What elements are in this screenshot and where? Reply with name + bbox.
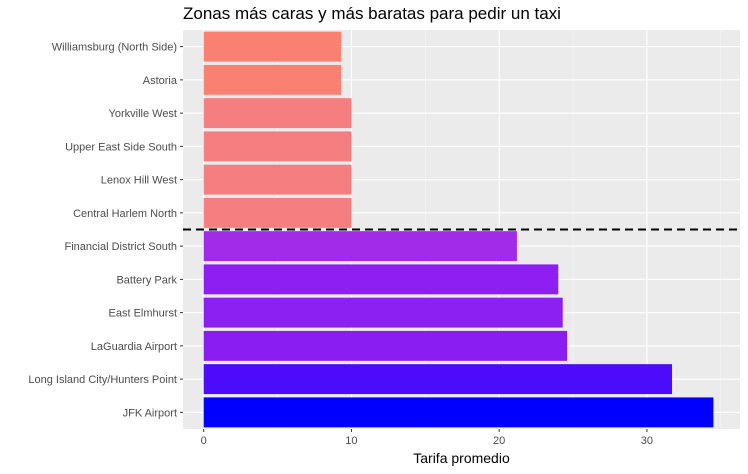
x-tick-label: 20 xyxy=(493,435,505,447)
bar xyxy=(203,330,568,361)
bar xyxy=(203,364,673,395)
x-axis-label: Tarifa promedio xyxy=(413,450,510,466)
bar xyxy=(203,131,352,162)
y-tick-label: Yorkville West xyxy=(109,108,177,120)
chart-title: Zonas más caras y más baratas para pedir… xyxy=(183,4,561,23)
y-tick-label: Battery Park xyxy=(116,274,177,286)
y-tick-label: Financial District South xyxy=(65,241,178,253)
y-tick-label: Upper East Side South xyxy=(65,141,177,153)
bar xyxy=(203,397,714,428)
y-tick-label: LaGuardia Airport xyxy=(91,341,177,353)
bar xyxy=(203,197,352,228)
bar xyxy=(203,231,517,262)
bar xyxy=(203,31,342,62)
y-tick-label: Long Island City/Hunters Point xyxy=(28,374,177,386)
bar xyxy=(203,64,342,95)
y-tick-label: Lenox Hill West xyxy=(101,175,177,187)
bar xyxy=(203,98,352,129)
bar xyxy=(203,297,563,328)
y-tick-label: Williamsburg (North Side) xyxy=(52,42,177,54)
y-tick-label: JFK Airport xyxy=(123,407,177,419)
x-tick-label: 30 xyxy=(641,435,653,447)
y-tick-label: Astoria xyxy=(143,75,178,87)
y-tick-label: Central Harlem North xyxy=(73,208,177,220)
y-tick-label: East Elmhurst xyxy=(109,308,177,320)
x-tick-label: 10 xyxy=(345,435,357,447)
bar xyxy=(203,164,352,195)
bar xyxy=(203,264,559,295)
x-tick-label: 0 xyxy=(201,435,207,447)
